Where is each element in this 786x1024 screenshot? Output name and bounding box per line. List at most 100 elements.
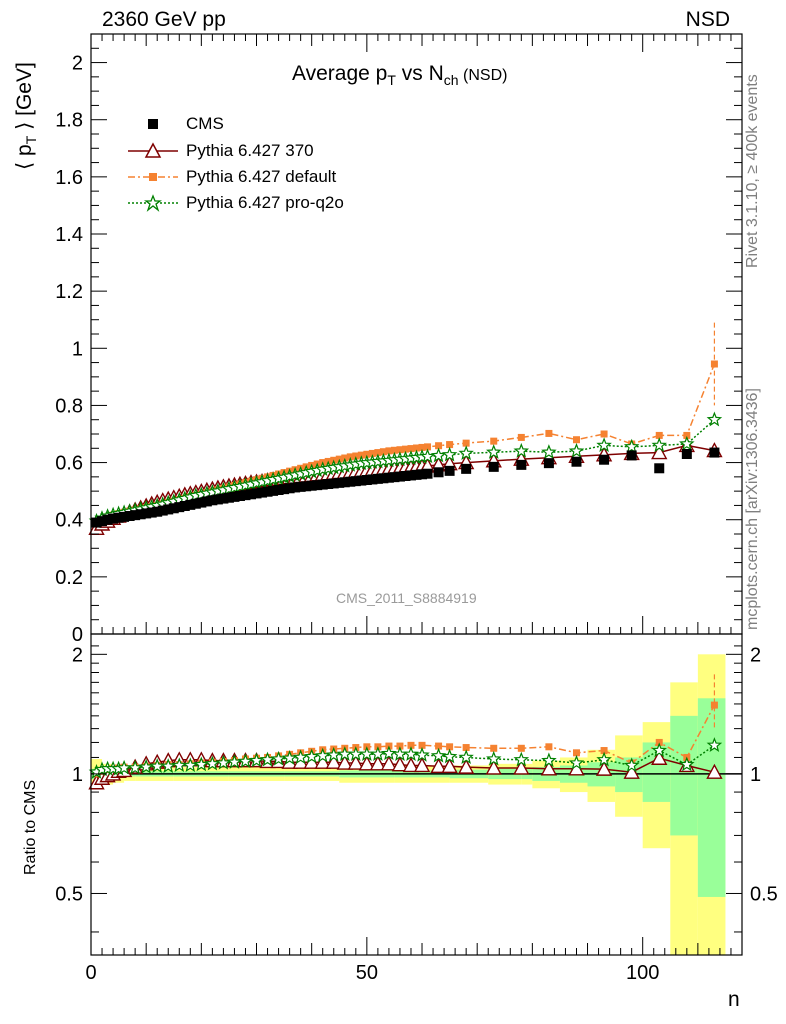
ratio-point-pythia-6-427-pro-q2o — [204, 755, 221, 771]
ratio-point-pythia-6-427-pro-q2o — [303, 748, 320, 764]
ratio-point-pythia-6-427-370 — [358, 755, 376, 771]
data-point-cms — [108, 513, 119, 524]
ratio-point-pythia-6-427-pro-q2o — [215, 754, 232, 770]
data-point-cms — [185, 499, 196, 510]
legend-entry-pythia-370: Pythia 6.427 370 — [128, 139, 314, 163]
ratio-point-pythia-6-427-pro-q2o — [486, 750, 502, 766]
data-point-pythia-6-427-default — [424, 443, 432, 451]
ratio-point-pythia-6-427-pro-q2o — [596, 751, 612, 767]
ratio-point-pythia-6-427-pro-q2o — [458, 749, 474, 765]
data-point-pythia-6-427-default — [363, 450, 371, 458]
data-point-pythia-6-427-pro-q2o — [430, 447, 447, 463]
ratio-point-pythia-6-427-370 — [513, 759, 530, 775]
data-point-cms — [257, 487, 268, 498]
ratio-point-pythia-6-427-370 — [325, 753, 342, 769]
data-point-cms — [516, 459, 527, 470]
legend-marker-pythia-pro-q2o — [128, 194, 178, 212]
ratio-point-pythia-6-427-pro-q2o — [292, 749, 309, 765]
beam-energy-label: 2360 GeV pp — [102, 8, 226, 31]
ratio-point-pythia-6-427-370 — [430, 757, 447, 774]
data-point-pythia-6-427-default — [517, 433, 525, 441]
legend-entry-pythia-default: Pythia 6.427 default — [128, 165, 336, 189]
ratio-point-pythia-6-427-370 — [595, 760, 613, 776]
data-point-pythia-6-427-pro-q2o — [706, 411, 723, 427]
ratio-point-pythia-6-427-pro-q2o — [623, 757, 640, 773]
data-point-cms — [212, 494, 223, 505]
ratio-point-pythia-6-427-pro-q2o — [160, 758, 176, 773]
ratio-point-pythia-6-427-370 — [402, 757, 420, 773]
data-point-cms — [345, 476, 356, 487]
ratio-series-layer — [88, 674, 723, 790]
ratio-point-pythia-6-427-pro-q2o — [392, 746, 408, 761]
ratio-point-pythia-6-427-default — [396, 742, 404, 750]
main-series-layer — [88, 322, 723, 535]
ratio-point-pythia-6-427-pro-q2o — [678, 756, 695, 772]
data-point-cms — [273, 485, 284, 495]
data-point-cms — [599, 454, 610, 465]
ratio-y-axis-label: Ratio to CMS — [22, 779, 39, 875]
data-point-pythia-6-427-pro-q2o — [486, 444, 502, 459]
ratio-point-pythia-6-427-default — [517, 744, 525, 752]
data-point-cms — [268, 485, 279, 496]
data-point-cms — [163, 504, 174, 515]
data-point-pythia-6-427-default — [683, 431, 691, 439]
ratio-point-pythia-6-427-370 — [651, 749, 668, 765]
data-point-pythia-6-427-default — [357, 451, 365, 459]
data-point-pythia-6-427-pro-q2o — [651, 437, 667, 453]
legend-label: Pythia 6.427 default — [186, 167, 337, 186]
data-point-cms — [234, 491, 245, 501]
data-point-cms — [411, 469, 422, 480]
x-tick-label: 0 — [85, 962, 96, 984]
data-point-pythia-6-427-default — [446, 441, 454, 449]
data-point-pythia-6-427-default — [352, 452, 360, 460]
data-point-cms — [328, 478, 339, 489]
data-point-cms — [196, 497, 207, 508]
data-point-pythia-6-427-default — [396, 446, 404, 454]
ratio-point-pythia-6-427-370 — [380, 755, 398, 771]
ratio-point-pythia-6-427-pro-q2o — [568, 754, 585, 770]
data-point-pythia-6-427-pro-q2o — [541, 444, 557, 459]
data-point-pythia-6-427-default — [462, 439, 470, 447]
ratio-panel-frame — [90, 633, 743, 956]
data-point-cms — [207, 495, 218, 506]
y-tick-label: 0.6 — [55, 453, 83, 475]
ratio-point-pythia-6-427-pro-q2o — [403, 746, 419, 761]
ratio-point-pythia-6-427-pro-q2o — [326, 746, 342, 762]
data-point-pythia-6-427-pro-q2o — [679, 435, 695, 451]
y-tick-label: 1.8 — [55, 110, 83, 132]
ratio-point-pythia-6-427-pro-q2o — [359, 746, 375, 761]
legend-entry-pythia-pro-q2o: Pythia 6.427 pro-q2o — [128, 191, 344, 215]
ratio-point-pythia-6-427-pro-q2o — [651, 742, 667, 758]
ratio-point-pythia-6-427-pro-q2o — [138, 758, 155, 774]
ratio-point-pythia-6-427-default — [462, 744, 470, 752]
ratio-point-pythia-6-427-370 — [336, 754, 353, 770]
data-point-cms — [681, 449, 692, 459]
data-point-pythia-6-427-default — [374, 449, 382, 457]
data-point-cms — [91, 517, 102, 528]
ratio-point-pythia-6-427-pro-q2o — [226, 754, 243, 769]
data-point-pythia-6-427-default — [572, 436, 580, 444]
data-point-pythia-6-427-pro-q2o — [568, 442, 585, 458]
title-sub-ch: ch — [443, 72, 459, 89]
ratio-point-pythia-6-427-default — [600, 747, 608, 755]
data-point-pythia-6-427-default — [413, 444, 420, 452]
y-axis-label: ⟨ pT ⟩ [GeV] — [12, 62, 39, 170]
data-point-cms — [245, 489, 256, 500]
data-point-cms — [433, 467, 444, 478]
ratio-point-pythia-6-427-pro-q2o — [127, 759, 143, 775]
data-point-cms — [361, 475, 372, 485]
data-point-cms — [113, 512, 124, 523]
y-tick-label: 0 — [72, 624, 83, 646]
ratio-point-pythia-6-427-default — [490, 744, 498, 752]
data-point-cms — [141, 508, 152, 519]
title-mid: vs N — [395, 62, 444, 85]
data-point-cms — [301, 481, 312, 492]
data-point-cms — [284, 483, 295, 494]
ratio-point-pythia-6-427-pro-q2o — [706, 737, 723, 752]
data-point-pythia-6-427-default — [401, 445, 409, 453]
ratio-point-pythia-6-427-pro-q2o — [237, 753, 254, 769]
data-point-cms — [229, 491, 240, 502]
data-point-pythia-6-427-default — [490, 437, 498, 445]
data-point-cms — [654, 463, 665, 474]
